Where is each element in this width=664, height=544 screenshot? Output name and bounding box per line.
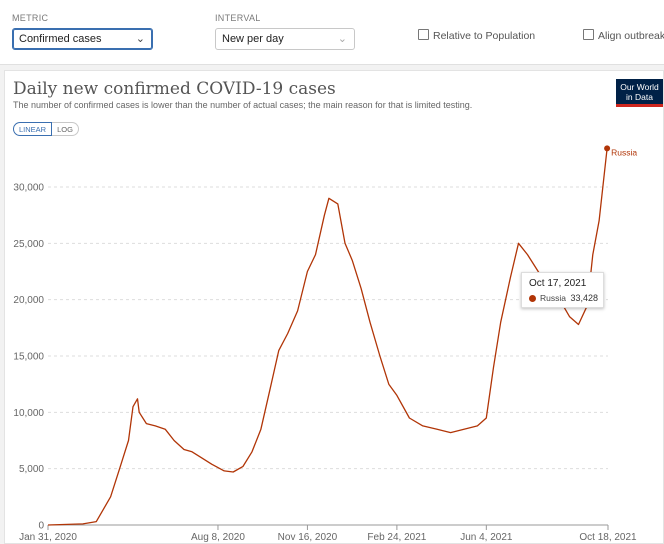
metric-select[interactable]: Confirmed cases ⌄	[12, 28, 153, 50]
align-outbreaks-checkbox[interactable]: Align outbreaks	[583, 29, 664, 42]
x-tick-label: Aug 8, 2020	[191, 532, 245, 543]
linear-scale-button[interactable]: LINEAR	[13, 122, 53, 136]
logo-line-2: in Data	[626, 92, 653, 102]
chevron-down-icon: ⌄	[135, 33, 145, 45]
x-tick-label: Nov 16, 2020	[278, 532, 338, 543]
chart-tooltip: Oct 17, 2021 Russia 33,428	[521, 272, 604, 308]
scale-toggle: LINEAR LOG	[13, 122, 79, 136]
checkbox-icon	[418, 29, 429, 40]
metric-select-value: Confirmed cases	[19, 33, 102, 45]
metric-label: METRIC	[12, 13, 49, 23]
tooltip-series-name: Russia	[540, 293, 566, 303]
chart-title: Daily new confirmed COVID-19 cases	[13, 79, 336, 99]
chart-subtitle: The number of confirmed cases is lower t…	[13, 100, 473, 110]
russia-end-point	[604, 145, 611, 152]
x-tick-label: Feb 24, 2021	[367, 532, 426, 543]
x-tick-label: Oct 18, 2021	[579, 532, 637, 543]
x-tick-label: Jan 31, 2020	[19, 532, 77, 543]
y-tick-label: 0	[38, 521, 44, 532]
tooltip-value: 33,428	[570, 293, 598, 303]
y-tick-label: 10,000	[13, 408, 44, 419]
interval-select[interactable]: New per day ⌄	[215, 28, 355, 50]
y-tick-label: 20,000	[13, 295, 44, 306]
chevron-down-icon: ⌄	[337, 33, 347, 45]
log-scale-button[interactable]: LOG	[52, 122, 79, 136]
controls-bar: METRIC Confirmed cases ⌄ INTERVAL New pe…	[0, 0, 664, 65]
y-tick-label: 5,000	[19, 464, 44, 475]
logo-line-1: Our World	[620, 82, 659, 92]
relative-to-population-checkbox[interactable]: Relative to Population	[418, 29, 535, 42]
russia-series-line	[47, 148, 608, 526]
checkbox-icon	[583, 29, 594, 40]
relative-to-population-label: Relative to Population	[433, 30, 536, 42]
y-tick-label: 15,000	[13, 352, 44, 363]
interval-select-value: New per day	[222, 33, 284, 45]
y-tick-label: 25,000	[13, 239, 44, 250]
series-color-dot	[529, 295, 536, 302]
x-tick-label: Jun 4, 2021	[460, 532, 513, 543]
series-label: Russia	[611, 147, 637, 157]
align-outbreaks-label: Align outbreaks	[598, 30, 664, 42]
owid-logo[interactable]: Our World in Data	[616, 79, 663, 107]
interval-label: INTERVAL	[215, 13, 261, 23]
tooltip-date: Oct 17, 2021	[529, 278, 587, 289]
y-tick-label: 30,000	[13, 183, 44, 194]
